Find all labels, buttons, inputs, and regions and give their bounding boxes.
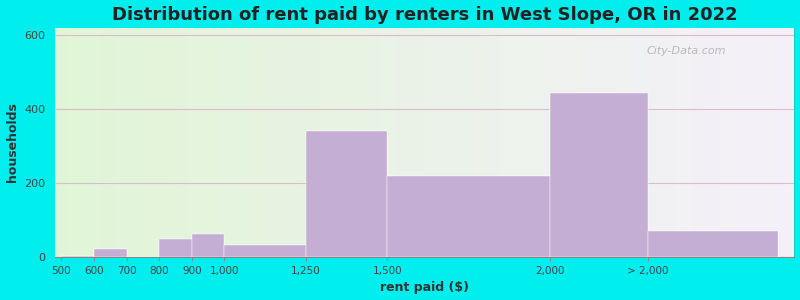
Bar — [233, 28, 247, 257]
Bar — [159, 239, 192, 257]
Bar — [439, 28, 454, 257]
Bar — [617, 28, 632, 257]
Bar — [224, 245, 306, 257]
Y-axis label: households: households — [6, 102, 18, 182]
Bar — [306, 131, 387, 257]
Bar — [188, 28, 203, 257]
Bar — [750, 28, 765, 257]
Bar — [55, 28, 70, 257]
Bar — [735, 28, 750, 257]
Bar — [203, 28, 218, 257]
Bar — [144, 28, 158, 257]
X-axis label: rent paid ($): rent paid ($) — [380, 281, 470, 294]
Bar — [94, 250, 126, 257]
Bar — [648, 231, 778, 257]
Bar — [291, 28, 306, 257]
Bar — [129, 28, 144, 257]
Title: Distribution of rent paid by renters in West Slope, OR in 2022: Distribution of rent paid by renters in … — [112, 6, 738, 24]
Bar — [602, 28, 617, 257]
Bar — [514, 28, 528, 257]
Bar — [336, 28, 350, 257]
Bar — [573, 28, 587, 257]
Bar — [648, 231, 778, 257]
Bar — [306, 28, 321, 257]
Bar — [62, 256, 94, 257]
Bar — [192, 234, 224, 257]
Bar — [85, 28, 99, 257]
Bar — [646, 28, 662, 257]
Bar — [99, 28, 114, 257]
Text: City-Data.com: City-Data.com — [646, 46, 726, 56]
Bar — [484, 28, 498, 257]
Bar — [395, 28, 410, 257]
Bar — [706, 28, 721, 257]
Bar — [410, 28, 425, 257]
Bar — [454, 28, 469, 257]
Bar — [550, 93, 648, 257]
Bar — [192, 234, 224, 257]
Bar — [277, 28, 291, 257]
Bar — [321, 28, 336, 257]
Bar — [218, 28, 233, 257]
Bar — [158, 28, 174, 257]
Bar — [224, 245, 306, 257]
Bar — [469, 28, 484, 257]
Bar — [558, 28, 573, 257]
Bar — [174, 28, 188, 257]
Bar — [632, 28, 646, 257]
Bar — [387, 176, 550, 257]
Bar — [306, 131, 387, 257]
Bar — [498, 28, 514, 257]
Bar — [425, 28, 439, 257]
Bar — [62, 256, 94, 257]
Bar — [662, 28, 676, 257]
Bar — [528, 28, 543, 257]
Bar — [765, 28, 780, 257]
Bar — [114, 28, 129, 257]
Bar — [676, 28, 691, 257]
Bar — [70, 28, 85, 257]
Bar — [691, 28, 706, 257]
Bar — [94, 250, 126, 257]
Bar — [587, 28, 602, 257]
Bar — [380, 28, 395, 257]
Bar — [780, 28, 794, 257]
Bar — [550, 93, 648, 257]
Bar — [721, 28, 735, 257]
Bar — [543, 28, 558, 257]
Bar — [262, 28, 277, 257]
Bar — [387, 176, 550, 257]
Bar — [350, 28, 366, 257]
Bar — [247, 28, 262, 257]
Bar — [366, 28, 380, 257]
Bar — [159, 239, 192, 257]
